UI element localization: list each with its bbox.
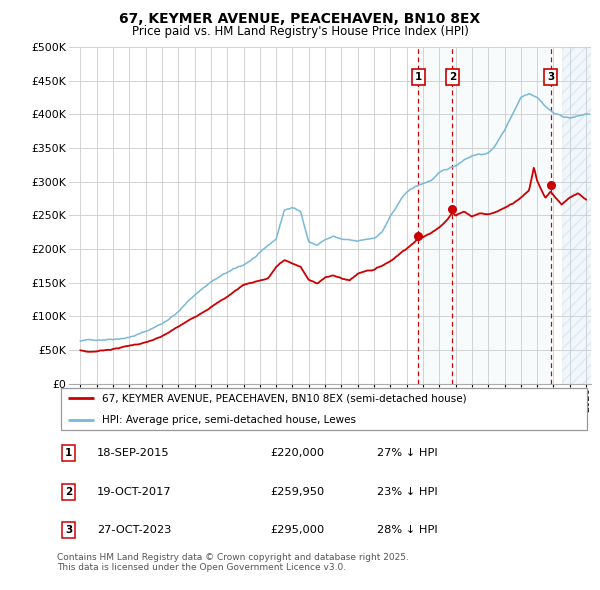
Text: £220,000: £220,000	[271, 448, 325, 458]
Text: 3: 3	[65, 525, 73, 535]
Bar	[562, 47, 599, 384]
Text: 67, KEYMER AVENUE, PEACEHAVEN, BN10 8EX: 67, KEYMER AVENUE, PEACEHAVEN, BN10 8EX	[119, 12, 481, 26]
Text: 1: 1	[65, 448, 73, 458]
Text: £259,950: £259,950	[271, 487, 325, 497]
Text: Price paid vs. HM Land Registry's House Price Index (HPI): Price paid vs. HM Land Registry's House …	[131, 25, 469, 38]
Text: 2: 2	[65, 487, 73, 497]
Text: 28% ↓ HPI: 28% ↓ HPI	[377, 525, 438, 535]
Text: 67, KEYMER AVENUE, PEACEHAVEN, BN10 8EX (semi-detached house): 67, KEYMER AVENUE, PEACEHAVEN, BN10 8EX …	[103, 394, 467, 404]
Text: 19-OCT-2017: 19-OCT-2017	[97, 487, 172, 497]
Text: 27% ↓ HPI: 27% ↓ HPI	[377, 448, 438, 458]
Bar	[418, 47, 551, 384]
Text: 23% ↓ HPI: 23% ↓ HPI	[377, 487, 438, 497]
Text: 18-SEP-2015: 18-SEP-2015	[97, 448, 170, 458]
Text: 27-OCT-2023: 27-OCT-2023	[97, 525, 172, 535]
Text: Contains HM Land Registry data © Crown copyright and database right 2025.
This d: Contains HM Land Registry data © Crown c…	[57, 553, 409, 572]
Text: 2: 2	[449, 72, 456, 82]
Text: £295,000: £295,000	[271, 525, 325, 535]
FancyBboxPatch shape	[61, 388, 587, 430]
Text: 3: 3	[547, 72, 554, 82]
Text: HPI: Average price, semi-detached house, Lewes: HPI: Average price, semi-detached house,…	[103, 415, 356, 425]
Bar	[562, 47, 599, 384]
Text: 1: 1	[415, 72, 422, 82]
